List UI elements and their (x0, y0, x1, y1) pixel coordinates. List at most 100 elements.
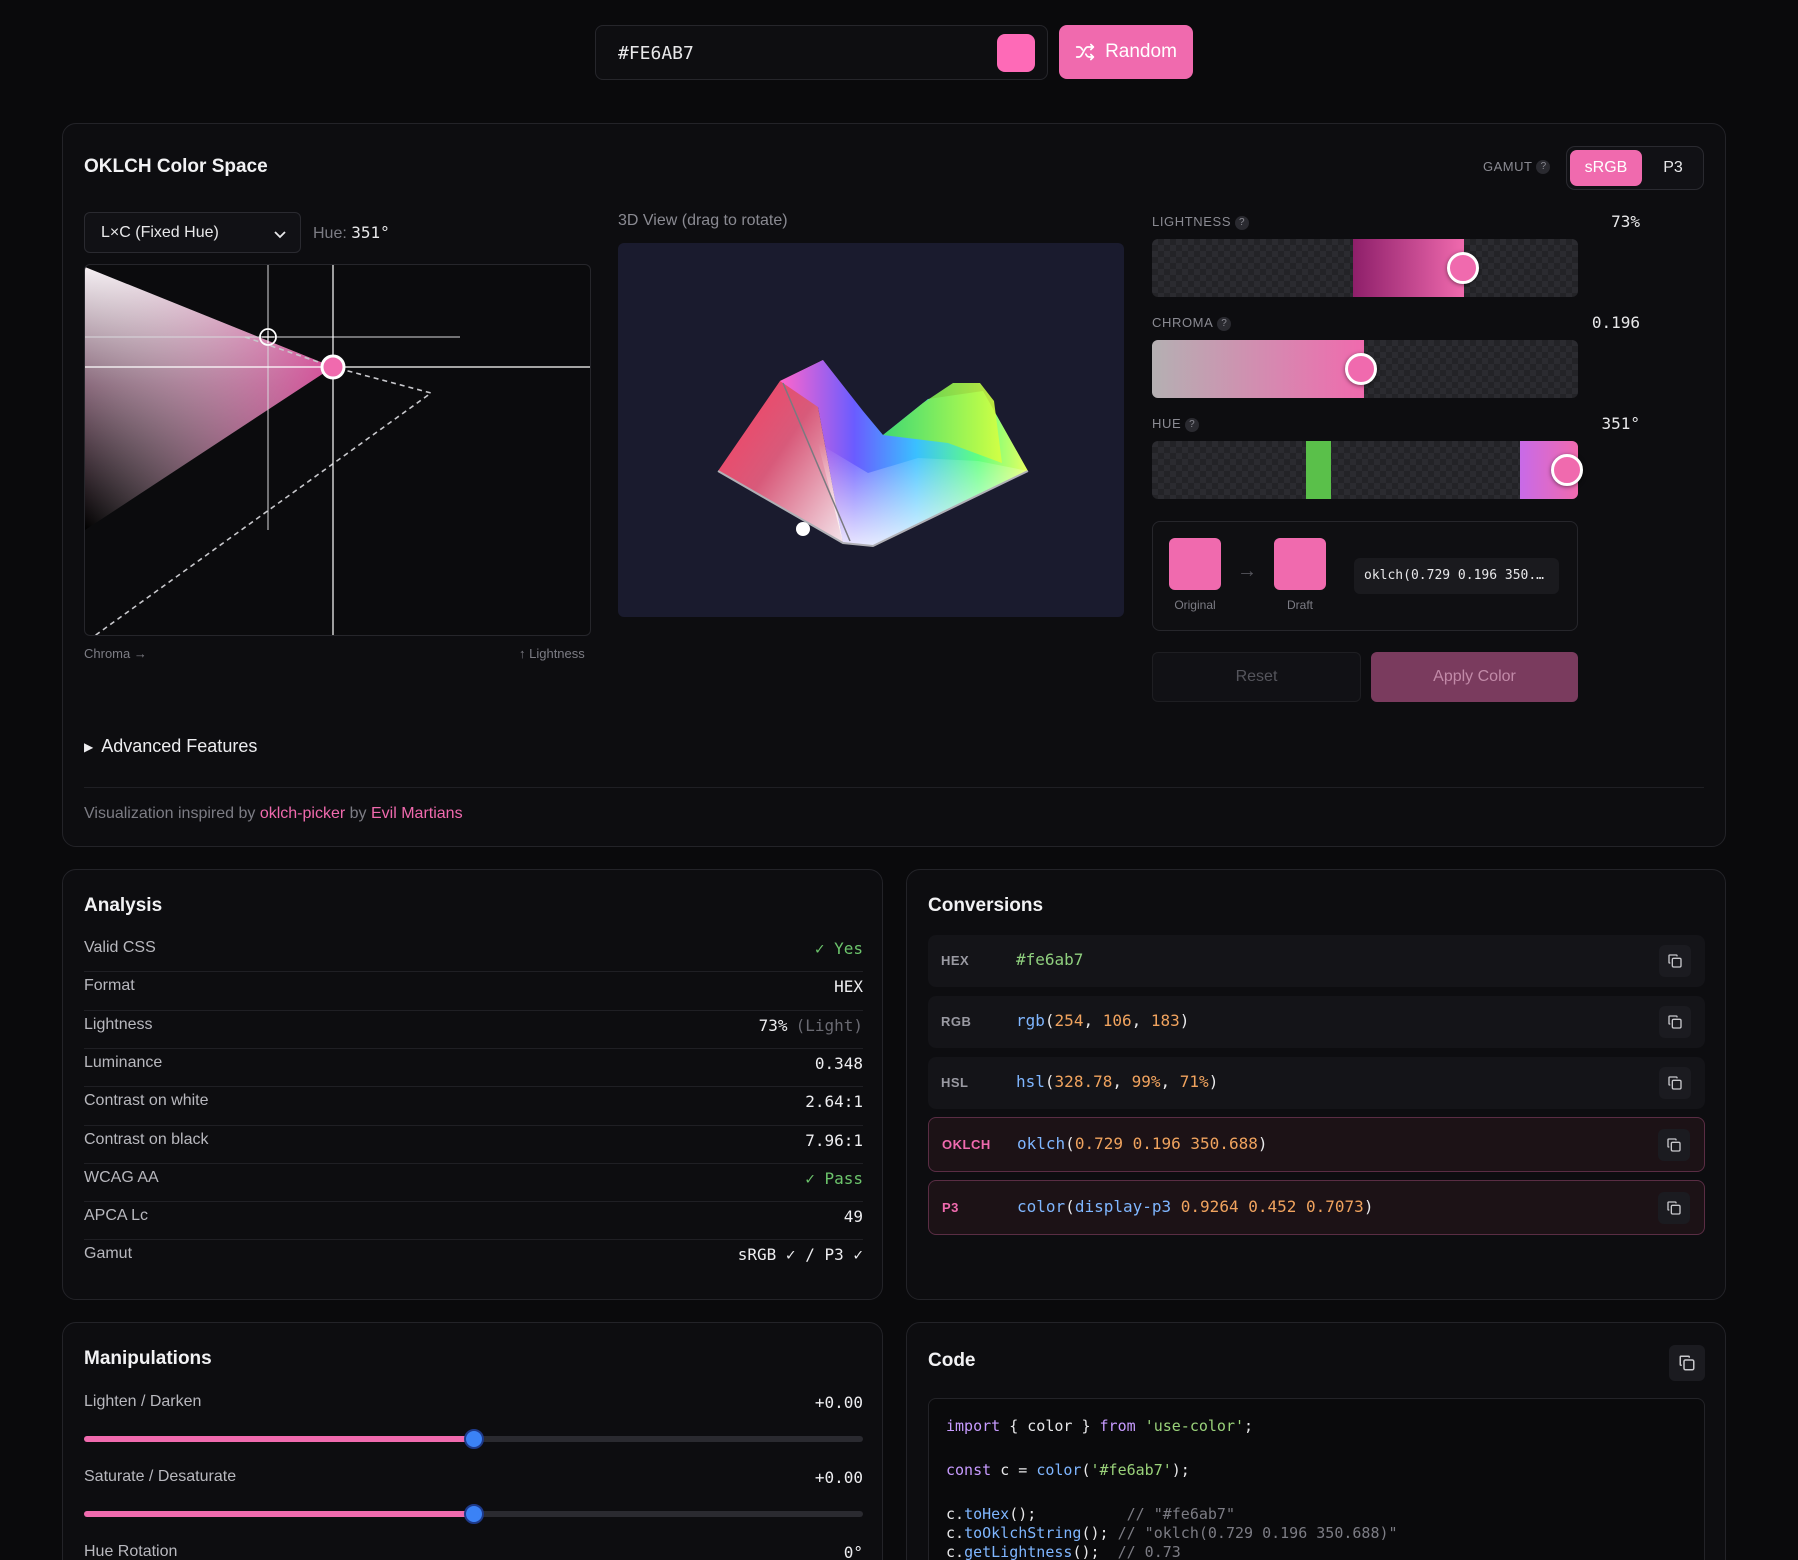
color-input-value[interactable]: #FE6AB7 (618, 43, 694, 64)
conversion-row-hex[interactable]: HEX #fe6ab7 (928, 935, 1705, 987)
view3d-label: 3D View (drag to rotate) (618, 212, 788, 229)
code-title: Code (928, 1350, 976, 1371)
random-button-label: Random (1105, 41, 1177, 62)
reset-button[interactable]: Reset (1152, 652, 1361, 702)
slider-fill (84, 1511, 474, 1517)
lc-plot[interactable] (84, 264, 591, 636)
original-label: Original (1174, 598, 1216, 612)
code-line-const: const c = color('#fe6ab7'); (946, 1461, 1190, 1479)
saturate-value: +0.00 (814, 1468, 863, 1487)
conversion-value: color(display-p3 0.9264 0.452 0.7073) (1017, 1197, 1374, 1216)
chroma-slider[interactable] (1152, 340, 1578, 398)
conversions-title: Conversions (928, 895, 1044, 916)
conversion-row-oklch[interactable]: OKLCH oklch(0.729 0.196 350.688) (928, 1117, 1705, 1172)
copy-icon (1667, 1138, 1681, 1152)
color-swatch[interactable] (997, 34, 1035, 72)
hue-green-band (1306, 441, 1331, 499)
analysis-row-label: Valid CSS (84, 939, 156, 956)
lightness-thumb[interactable] (1446, 252, 1479, 284)
hue-rotation-label: Hue Rotation (84, 1543, 178, 1560)
original-swatch[interactable] (1169, 538, 1221, 590)
mode-select[interactable]: L×C (Fixed Hue) (84, 212, 301, 253)
analysis-row-value: 7.96:1 (805, 1130, 863, 1150)
analysis-title: Analysis (84, 895, 163, 916)
random-button[interactable]: Random (1059, 25, 1193, 79)
hue-value: 351° (1601, 414, 1640, 433)
lightness-in-gamut-band (1353, 239, 1464, 297)
copy-button[interactable] (1659, 945, 1691, 977)
chroma-label-wrap: CHROMA? (1152, 315, 1232, 331)
gamut-label: GAMUT (1483, 159, 1533, 174)
lighten-darken-thumb[interactable] (463, 1429, 484, 1449)
chroma-value: 0.196 (1591, 313, 1640, 332)
conversion-value: #fe6ab7 (1016, 950, 1084, 969)
apply-color-button[interactable]: Apply Color (1371, 652, 1578, 702)
conversion-row-rgb[interactable]: RGB rgb(254, 106, 183) (928, 996, 1705, 1048)
evil-martians-link[interactable]: Evil Martians (370, 805, 463, 822)
copy-icon (1668, 954, 1682, 968)
oklch-picker-link[interactable]: oklch-picker (259, 805, 346, 822)
analysis-row-value: HEX (834, 977, 863, 997)
attribution-prefix: Visualization inspired by (84, 805, 256, 822)
hue-slider[interactable] (1152, 441, 1578, 499)
saturate-label: Saturate / Desaturate (84, 1468, 237, 1485)
lightness-label-wrap: LIGHTNESS? (1152, 214, 1250, 230)
analysis-row-label: Contrast on white (84, 1092, 209, 1110)
conversion-value: oklch(0.729 0.196 350.688) (1017, 1134, 1268, 1153)
copy-code-button[interactable] (1669, 1345, 1705, 1381)
copy-icon (1667, 1201, 1681, 1215)
analysis-row-value: sRGB ✓ / P3 ✓ (737, 1245, 863, 1265)
hue-rotation-value: 0° (843, 1543, 863, 1560)
copy-button[interactable] (1658, 1192, 1690, 1224)
row-divider (84, 1162, 863, 1164)
advanced-features-toggle[interactable]: ▶ Advanced Features (84, 736, 257, 757)
lc-plot-canvas[interactable] (85, 265, 591, 636)
row-divider (84, 1239, 863, 1241)
copy-button[interactable] (1658, 1129, 1690, 1161)
preview-box: Original → Draft oklch(0.729 0.196 350.… (1152, 521, 1578, 631)
help-icon[interactable]: ? (1536, 159, 1551, 174)
saturate-thumb[interactable] (463, 1504, 484, 1524)
help-icon[interactable]: ? (1235, 215, 1250, 230)
row-divider (84, 1047, 863, 1049)
analysis-row-value: 73% (Light) (758, 1015, 863, 1035)
gamut-option-p3[interactable]: P3 (1663, 159, 1683, 176)
conversion-tag: HEX (941, 953, 970, 968)
view3d-canvas[interactable] (618, 243, 1124, 617)
analysis-row-label: Lightness (84, 1015, 153, 1033)
analysis-row-value: ✓ Yes (814, 939, 863, 958)
oklch-card-title: OKLCH Color Space (84, 156, 268, 177)
draft-label: Draft (1286, 598, 1313, 612)
code-line-tohex: c.toHex(); // "#fe6ab7" (946, 1505, 1235, 1523)
conversion-row-p3[interactable]: P3 color(display-p3 0.9264 0.452 0.7073) (928, 1180, 1705, 1235)
gamut-toggle[interactable]: sRGB P3 (1566, 146, 1704, 190)
gamut-option-srgb[interactable]: sRGB (1570, 150, 1642, 186)
gamut-3d-shape[interactable] (618, 243, 1124, 617)
copy-button[interactable] (1659, 1067, 1691, 1099)
chroma-label: CHROMA (1152, 315, 1214, 330)
hue-label-wrap: HUE? (1152, 416, 1200, 432)
hue-thumb[interactable] (1551, 454, 1584, 486)
draft-swatch[interactable] (1274, 538, 1326, 590)
help-icon[interactable]: ? (1185, 417, 1200, 432)
code-card: Code import { color } from 'use-color'; … (906, 1322, 1726, 1560)
conversion-value: hsl(328.78, 99%, 71%) (1016, 1072, 1219, 1091)
mode-select-value: L×C (Fixed Hue) (101, 224, 219, 241)
copy-button[interactable] (1659, 1006, 1691, 1038)
oklch-preview-string[interactable]: oklch(0.729 0.196 350.… (1354, 558, 1559, 594)
row-divider (84, 1009, 863, 1011)
analysis-row-value: 2.64:1 (805, 1092, 863, 1112)
lightness-value: 73% (1611, 212, 1640, 231)
code-line-import: import { color } from 'use-color'; (946, 1417, 1254, 1435)
help-icon[interactable]: ? (1217, 316, 1232, 331)
lightness-axis-label: ↑ Lightness (519, 646, 585, 661)
chroma-thumb[interactable] (1344, 353, 1377, 385)
row-divider (84, 971, 863, 973)
color-input[interactable]: #FE6AB7 (595, 25, 1048, 80)
conversion-tag: OKLCH (942, 1137, 991, 1152)
lightness-slider[interactable] (1152, 239, 1578, 297)
analysis-row-value: 49 (843, 1207, 863, 1227)
attribution: Visualization inspired by oklch-picker b… (84, 805, 463, 823)
code-block[interactable]: import { color } from 'use-color'; const… (928, 1398, 1705, 1560)
conversion-row-hsl[interactable]: HSL hsl(328.78, 99%, 71%) (928, 1057, 1705, 1109)
